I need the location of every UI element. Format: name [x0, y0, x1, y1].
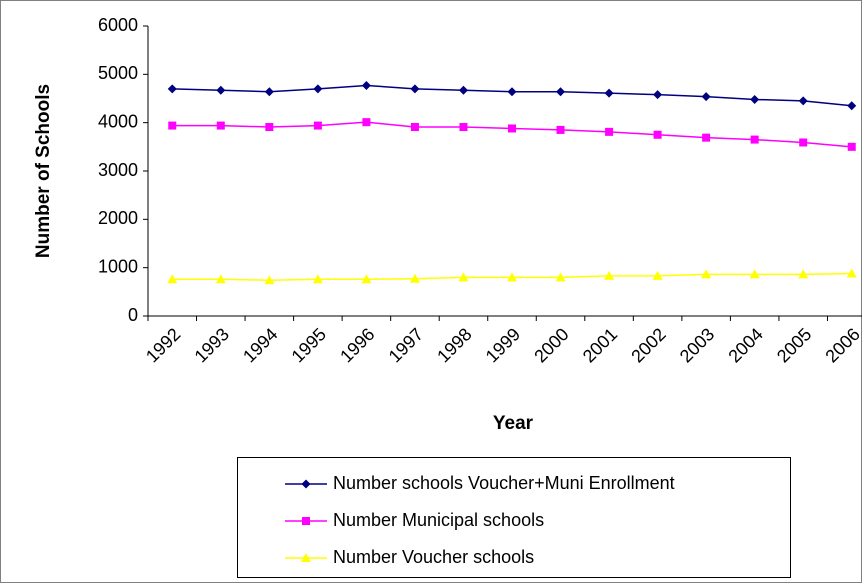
marker — [604, 270, 615, 280]
legend-label: Number schools Voucher+Muni Enrollment — [333, 473, 675, 493]
marker — [361, 80, 371, 90]
marker — [167, 274, 178, 284]
marker — [362, 118, 371, 127]
marker — [701, 92, 711, 102]
legend-label: Number Voucher schools — [333, 547, 534, 567]
marker — [409, 273, 420, 283]
marker — [216, 121, 225, 130]
y-tick-label: 5000 — [98, 63, 138, 83]
marker — [701, 269, 712, 279]
y-tick-label: 0 — [128, 305, 138, 325]
y-tick-label: 4000 — [98, 111, 138, 131]
y-tick-label: 2000 — [98, 208, 138, 228]
marker — [313, 84, 323, 94]
marker — [798, 96, 808, 106]
marker — [215, 274, 226, 284]
marker — [604, 88, 614, 98]
marker — [508, 124, 516, 133]
marker — [459, 123, 468, 132]
marker — [556, 125, 565, 134]
marker — [847, 101, 857, 111]
marker — [507, 87, 517, 97]
marker — [264, 87, 274, 97]
y-tick-label: 1000 — [98, 256, 138, 276]
y-tick-label: 3000 — [98, 160, 138, 180]
marker — [652, 270, 663, 280]
marker — [410, 84, 420, 94]
marker — [168, 121, 177, 130]
marker — [556, 87, 566, 97]
legend-marker — [302, 517, 310, 525]
y-tick-label: 6000 — [98, 15, 138, 35]
marker — [265, 123, 274, 132]
marker — [264, 275, 275, 285]
marker — [507, 272, 517, 282]
marker — [750, 135, 759, 144]
marker — [167, 84, 177, 94]
legend-box — [237, 457, 791, 578]
marker — [749, 269, 760, 279]
x-axis-title: Year — [493, 413, 534, 434]
marker — [458, 272, 469, 282]
marker — [846, 268, 857, 278]
marker — [605, 127, 614, 136]
marker — [653, 90, 663, 100]
marker — [653, 130, 662, 139]
marker — [798, 269, 809, 279]
marker — [312, 274, 323, 284]
marker — [410, 123, 419, 132]
marker — [847, 142, 856, 151]
marker — [750, 94, 760, 104]
legend-marker — [301, 479, 311, 489]
marker — [458, 85, 468, 95]
y-axis-title: Number of Schools — [33, 84, 54, 258]
legend-marker — [301, 553, 311, 562]
marker — [216, 85, 226, 95]
marker — [799, 138, 808, 147]
legend-label: Number Municipal schools — [333, 510, 544, 530]
marker — [361, 274, 372, 284]
marker — [702, 133, 711, 142]
marker — [313, 121, 322, 130]
marker — [555, 272, 566, 282]
